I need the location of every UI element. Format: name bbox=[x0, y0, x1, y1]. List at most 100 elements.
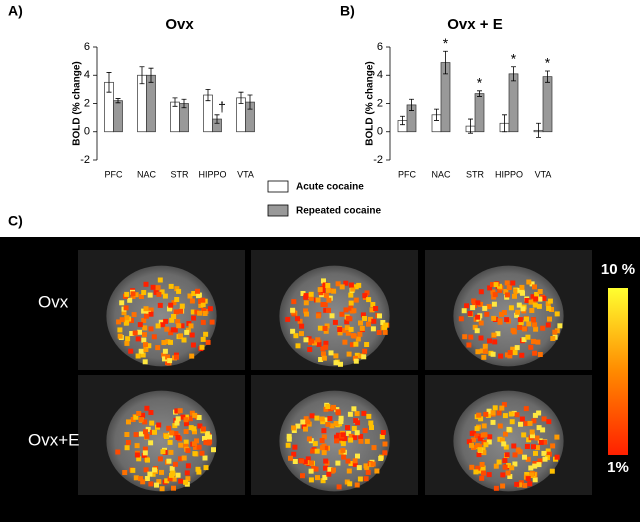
activation-voxel bbox=[167, 476, 173, 482]
activation-voxel bbox=[527, 481, 533, 487]
activation-voxel bbox=[211, 447, 216, 453]
error-bar bbox=[502, 114, 507, 133]
activation-voxel bbox=[364, 290, 370, 296]
activation-voxel bbox=[507, 350, 513, 355]
activation-voxel bbox=[535, 339, 541, 345]
activation-voxel bbox=[334, 438, 340, 444]
activation-voxel bbox=[325, 421, 331, 427]
activation-voxel bbox=[127, 297, 133, 303]
activation-voxel bbox=[541, 296, 547, 301]
activation-voxel bbox=[175, 416, 181, 422]
activation-voxel bbox=[482, 305, 488, 311]
activation-voxel bbox=[130, 417, 136, 422]
activation-voxel bbox=[320, 346, 326, 352]
activation-voxel bbox=[348, 461, 354, 466]
activation-voxel bbox=[345, 315, 351, 321]
activation-voxel bbox=[302, 459, 308, 465]
activation-voxel bbox=[338, 415, 344, 421]
activation-voxel bbox=[468, 334, 474, 340]
activation-voxel bbox=[351, 308, 357, 314]
activation-voxel bbox=[359, 325, 365, 331]
activation-voxel bbox=[290, 328, 296, 334]
activation-voxel bbox=[365, 469, 371, 475]
activation-voxel bbox=[191, 291, 197, 296]
activation-voxel bbox=[380, 320, 386, 325]
activation-voxel bbox=[128, 348, 134, 354]
activation-voxel bbox=[521, 337, 527, 343]
error-bar bbox=[148, 67, 154, 83]
activation-voxel bbox=[499, 311, 504, 317]
activation-voxel bbox=[192, 412, 198, 418]
activation-voxel bbox=[370, 326, 376, 332]
activation-voxel bbox=[351, 333, 357, 339]
activation-voxel bbox=[143, 281, 149, 287]
activation-voxel bbox=[364, 342, 370, 347]
activation-voxel bbox=[517, 482, 522, 488]
activation-voxel bbox=[362, 428, 368, 434]
activation-voxel bbox=[136, 456, 142, 462]
activation-voxel bbox=[337, 327, 343, 332]
activation-voxel bbox=[505, 292, 510, 298]
activation-voxel bbox=[545, 448, 551, 454]
activation-voxel bbox=[356, 465, 362, 471]
activation-voxel bbox=[299, 331, 304, 337]
activation-voxel bbox=[371, 318, 377, 324]
activation-voxel bbox=[295, 316, 300, 322]
activation-voxel bbox=[461, 308, 467, 314]
activation-voxel bbox=[509, 419, 515, 425]
brain-images bbox=[78, 250, 592, 495]
panel-label: B) bbox=[340, 3, 355, 19]
activation-voxel bbox=[314, 448, 320, 454]
activation-voxel bbox=[202, 311, 208, 316]
activation-voxel bbox=[164, 478, 170, 484]
activation-voxel bbox=[532, 350, 538, 356]
activation-voxel bbox=[190, 342, 196, 348]
activation-voxel bbox=[338, 361, 343, 367]
activation-voxel bbox=[148, 410, 154, 415]
activation-voxel bbox=[183, 429, 189, 434]
activation-voxel bbox=[129, 318, 134, 323]
activation-voxel bbox=[348, 305, 354, 311]
activation-voxel bbox=[148, 307, 154, 313]
activation-voxel bbox=[286, 436, 292, 442]
activation-voxel bbox=[341, 327, 346, 333]
activation-voxel bbox=[505, 352, 510, 358]
activation-voxel bbox=[480, 465, 486, 471]
activation-voxel bbox=[196, 293, 201, 299]
activation-voxel bbox=[342, 436, 348, 442]
activation-voxel bbox=[185, 463, 191, 469]
x-tick-label: HIPPO bbox=[495, 169, 523, 179]
activation-voxel bbox=[352, 462, 358, 467]
activation-voxel bbox=[358, 320, 363, 326]
activation-voxel bbox=[207, 306, 213, 312]
activation-voxel bbox=[188, 425, 194, 431]
activation-voxel bbox=[174, 286, 180, 292]
activation-voxel bbox=[321, 355, 327, 361]
activation-voxel bbox=[478, 416, 484, 422]
activation-voxel bbox=[529, 472, 535, 478]
activation-voxel bbox=[187, 293, 193, 299]
activation-voxel bbox=[326, 307, 331, 313]
activation-voxel bbox=[325, 287, 331, 293]
activation-voxel bbox=[522, 454, 527, 460]
activation-voxel bbox=[492, 339, 498, 345]
activation-voxel bbox=[203, 439, 209, 445]
activation-voxel bbox=[481, 450, 487, 456]
activation-voxel bbox=[379, 434, 385, 440]
activation-voxel bbox=[534, 435, 540, 441]
activation-voxel bbox=[518, 320, 524, 326]
activation-voxel bbox=[196, 415, 202, 420]
activation-voxel bbox=[336, 484, 342, 490]
activation-voxel bbox=[471, 298, 477, 304]
activation-voxel bbox=[124, 291, 130, 297]
activation-voxel bbox=[358, 433, 364, 439]
error-bar bbox=[238, 91, 244, 104]
activation-voxel bbox=[466, 342, 472, 348]
activation-voxel bbox=[191, 441, 197, 447]
activation-voxel bbox=[342, 339, 348, 345]
activation-voxel bbox=[333, 360, 339, 366]
activation-voxel bbox=[525, 476, 531, 482]
error-bar bbox=[477, 90, 482, 97]
activation-voxel bbox=[340, 441, 346, 447]
